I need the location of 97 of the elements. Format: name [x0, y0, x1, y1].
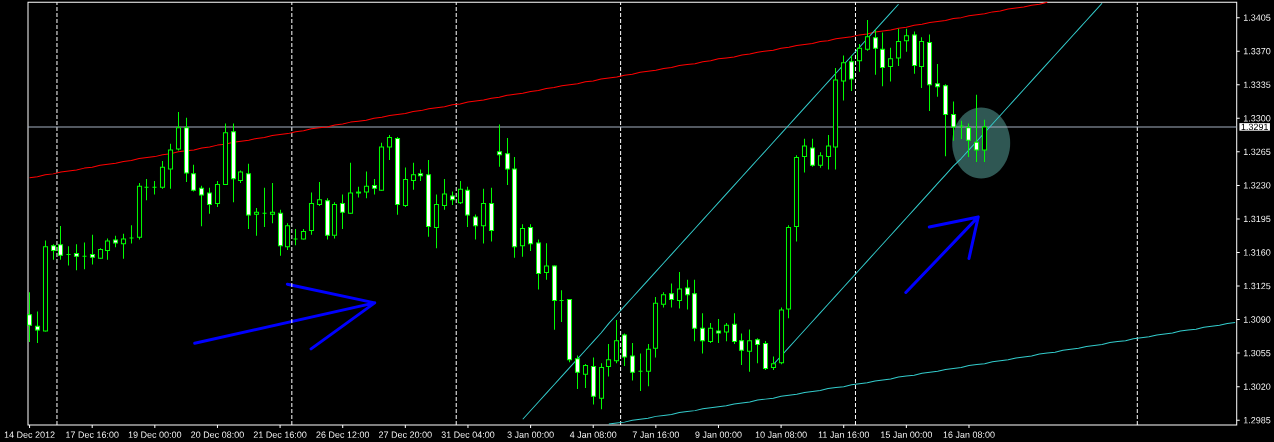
candlestick [754, 338, 761, 364]
candlestick [629, 343, 636, 381]
y-tick-label: 1.3090 [1243, 316, 1271, 323]
candlestick [864, 20, 871, 51]
candlestick [527, 224, 534, 252]
y-tick-label: 1.3020 [1243, 383, 1271, 390]
candlestick [34, 311, 41, 344]
x-tick-label: 7 Jan 16:00 [632, 431, 679, 438]
candlestick [284, 223, 291, 251]
x-tick-label: 15 Jan 00:00 [881, 431, 933, 438]
candlestick [574, 355, 581, 390]
candlestick [856, 43, 863, 72]
candlestick [214, 181, 221, 207]
candlestick [934, 64, 941, 97]
candlestick [441, 179, 448, 210]
candlestick [316, 182, 323, 206]
candlestick [198, 185, 205, 227]
y-tick-label: 1.2985 [1243, 417, 1271, 424]
candlestick [472, 214, 479, 240]
x-tick-label: 14 Dec 2012 [4, 431, 55, 438]
candlestick [104, 238, 111, 260]
candlestick [731, 313, 738, 345]
candlestick [175, 112, 182, 151]
candlestick [981, 119, 988, 162]
x-tick-label: 17 Dec 16:00 [66, 431, 119, 438]
candlestick [433, 194, 440, 249]
y-tick-label: 1.3370 [1243, 47, 1271, 55]
y-tick-label: 1.3405 [1243, 14, 1271, 21]
x-tick-label: 31 Dec 04:00 [441, 431, 495, 438]
x-tick-label: 26 Dec 12:00 [316, 431, 370, 438]
x-tick-label: 3 Jan 00:00 [507, 431, 554, 438]
x-tick-label: 27 Dec 20:00 [379, 431, 432, 438]
candlestick [738, 333, 745, 366]
candlestick [386, 135, 393, 160]
candlestick [190, 164, 197, 192]
x-tick-label: 19 Dec 00:00 [128, 431, 182, 438]
x-tick-label: 16 Jan 08:00 [943, 431, 995, 438]
candlestick [167, 143, 174, 189]
candlestick [457, 181, 464, 205]
candlestick [363, 171, 370, 199]
candlestick [504, 137, 511, 185]
ref-line-label: 1.3291 [1241, 123, 1268, 131]
y-tick-label: 1.3160 [1243, 249, 1271, 256]
candlestick [496, 124, 503, 167]
candlestick [605, 343, 612, 377]
candlestick [699, 313, 706, 354]
candlestick [801, 138, 808, 173]
candlestick [950, 101, 957, 141]
candlestick [895, 28, 902, 67]
candlestick [73, 244, 80, 271]
x-tick-label: 9 Jan 00:00 [695, 431, 742, 438]
candlestick [120, 233, 127, 259]
y-tick-label: 1.3125 [1243, 282, 1271, 290]
candlestick [746, 329, 753, 372]
candlestick [347, 162, 354, 214]
candlestick [339, 194, 346, 230]
candlestick [965, 123, 972, 158]
candlestick [128, 225, 135, 244]
candlestick [872, 29, 879, 75]
x-tick-label: 21 Dec 16:00 [253, 431, 307, 438]
y-tick-label: 1.3300 [1243, 115, 1271, 122]
candlestick [668, 283, 675, 308]
candlestick [809, 138, 816, 167]
candlestick [973, 94, 980, 162]
x-tick-label: 11 Jan 16:00 [818, 431, 870, 438]
candlestick [903, 28, 910, 52]
candlestick [879, 32, 886, 87]
x-tick-label: 10 Jan 08:00 [755, 431, 807, 438]
candlestick [269, 182, 276, 224]
candlestick [159, 160, 166, 189]
candlestick [958, 120, 965, 139]
y-tick-label: 1.3195 [1243, 215, 1271, 223]
y-tick-label: 1.3265 [1243, 148, 1271, 156]
candlestick [684, 279, 691, 310]
candlestick [543, 243, 550, 280]
candlestick [480, 188, 487, 244]
candlestick [676, 272, 683, 309]
candlestick [840, 55, 847, 101]
candlestick [582, 364, 589, 389]
x-tick-label: 20 Dec 08:00 [191, 431, 244, 438]
candlestick [89, 234, 96, 265]
candlestick [253, 207, 260, 236]
line-series [608, 321, 1236, 425]
x-tick-label: 4 Jan 08:00 [569, 431, 617, 438]
candlestick [410, 162, 417, 190]
y-tick-label: 1.3055 [1243, 349, 1271, 357]
candlestick [825, 135, 832, 170]
y-tick-label: 1.3230 [1243, 182, 1271, 189]
candlestick [887, 47, 894, 82]
candlestick [206, 187, 213, 214]
candlestick [613, 320, 620, 364]
candlestick [519, 224, 526, 257]
candlestick [645, 343, 652, 387]
y-tick-label: 1.3335 [1243, 81, 1271, 88]
candlestick [292, 228, 299, 246]
candlestick [715, 319, 722, 344]
candlestick [707, 322, 714, 344]
